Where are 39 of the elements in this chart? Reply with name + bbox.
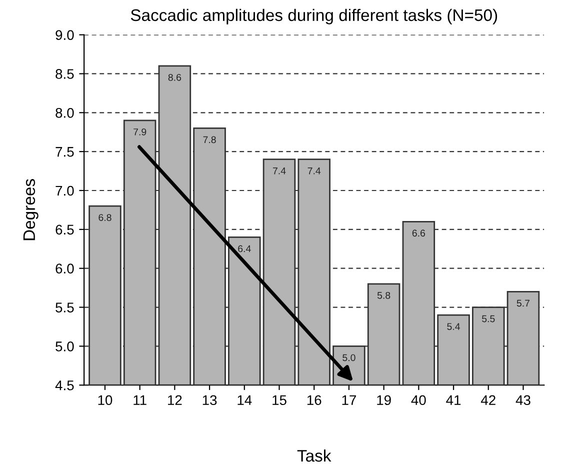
data-label: 5.8 [377, 292, 390, 299]
x-tick-label: 16 [307, 395, 322, 406]
x-tick-label: 14 [238, 395, 252, 405]
x-axis-title: Task [297, 449, 332, 462]
y-tick-label: 5.5 [56, 302, 74, 312]
data-label: 6.8 [98, 214, 112, 221]
x-tick-label: 10 [98, 395, 112, 406]
y-tick-label: 9.0 [56, 30, 74, 40]
x-tick-label: 41 [446, 395, 461, 405]
data-label: 6.6 [412, 230, 425, 237]
y-tick-label: 8.5 [56, 69, 74, 79]
x-tick-label: 43 [516, 395, 530, 406]
data-label: 8.6 [168, 74, 182, 81]
x-tick-label: 17 [342, 395, 356, 405]
data-label: 5.5 [482, 315, 495, 322]
y-tick-label: 6.0 [56, 264, 74, 274]
data-label: 5.0 [342, 354, 356, 362]
x-tick-label: 13 [202, 395, 217, 406]
data-label: 5.7 [516, 300, 530, 307]
data-label: 7.4 [308, 168, 321, 174]
y-tick-label: 6.5 [56, 224, 74, 235]
data-label: 5.4 [447, 323, 460, 330]
y-tick-label: 4.5 [55, 380, 74, 390]
chart-title: Saccadic amplitudes during different tasks (N=50) [130, 8, 498, 24]
data-label: 7.9 [134, 128, 146, 136]
x-tick-label: 42 [480, 395, 496, 405]
x-tick-label: 19 [377, 395, 391, 406]
x-tick-label: 15 [272, 395, 286, 406]
data-label: 6.4 [238, 245, 251, 252]
data-label: 7.4 [272, 168, 286, 174]
data-label: 7.8 [203, 136, 216, 144]
y-axis-title: Degrees [23, 179, 38, 240]
y-tick-label: 7.0 [56, 186, 74, 196]
y-tick-label: 7.5 [56, 147, 74, 157]
y-tick-label: 5.0 [56, 342, 74, 352]
x-tick-label: 11 [134, 395, 146, 405]
x-tick-label: 12 [168, 395, 182, 405]
y-tick-label: 8.0 [56, 108, 74, 118]
x-tick-label: 40 [411, 395, 426, 406]
